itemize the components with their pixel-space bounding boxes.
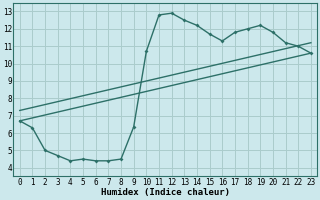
X-axis label: Humidex (Indice chaleur): Humidex (Indice chaleur) [101,188,230,197]
